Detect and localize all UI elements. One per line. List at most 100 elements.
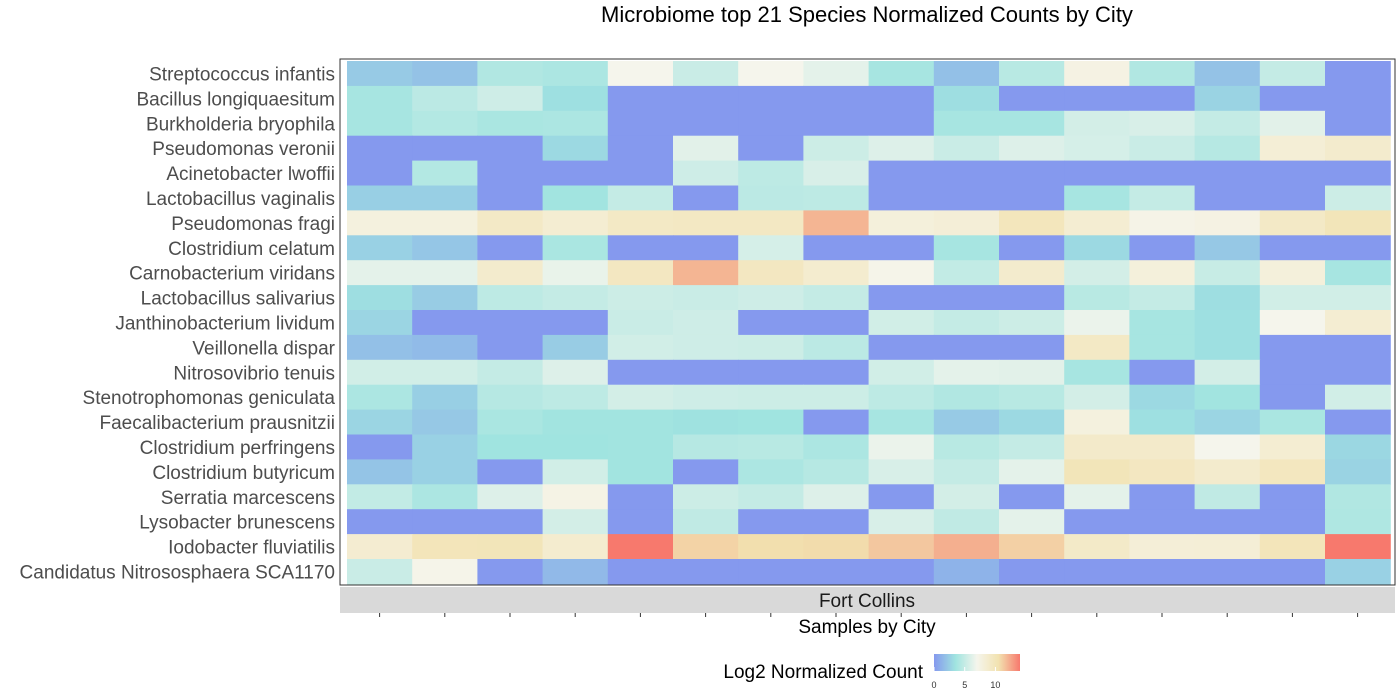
heatmap-cell (803, 359, 870, 386)
heatmap-cell (477, 260, 544, 286)
row-label: Carnobacterium viridans (129, 264, 335, 285)
heatmap-cell (868, 285, 935, 311)
heatmap-cell (347, 434, 413, 460)
heatmap-cell (477, 310, 544, 336)
heatmap-cell (477, 334, 544, 361)
heatmap-cell (1064, 409, 1130, 436)
heatmap-cell (1259, 334, 1326, 361)
heatmap-cell (477, 409, 544, 436)
heatmap-cell (607, 110, 674, 137)
heatmap-cell (868, 384, 935, 411)
row-label: Janthinobacterium lividum (115, 313, 335, 334)
heatmap-cell (999, 484, 1065, 510)
heatmap-cell (738, 235, 804, 261)
heatmap-cell (347, 459, 413, 485)
heatmap-cell (1194, 185, 1261, 211)
heatmap-cell (412, 359, 478, 386)
heatmap-cell (1325, 110, 1391, 137)
heatmap-cell (347, 384, 413, 411)
heatmap-cell (412, 260, 478, 286)
heatmap-cell (477, 509, 544, 535)
heatmap-cell (868, 509, 935, 535)
heatmap-cell (673, 235, 739, 261)
heatmap-cell (1325, 459, 1391, 485)
heatmap-cell (1064, 334, 1130, 361)
heatmap-cell (933, 409, 1000, 436)
heatmap-cell (1194, 384, 1261, 411)
heatmap-cell (738, 334, 804, 361)
heatmap-cell (477, 534, 544, 560)
legend-tick-label: 0 (931, 680, 936, 690)
heatmap-cell (477, 85, 544, 112)
heatmap-cell (1129, 509, 1196, 535)
heatmap-cell (1129, 409, 1196, 436)
heatmap-cell (1194, 534, 1261, 560)
heatmap-cell (1325, 484, 1391, 510)
heatmap-cell (1194, 459, 1261, 485)
heatmap-cell (999, 210, 1065, 236)
heatmap-cell (933, 285, 1000, 311)
row-label: Nitrosovibrio tenuis (173, 363, 335, 384)
legend-tick-label: 10 (990, 680, 1000, 690)
heatmap-cell (673, 334, 739, 361)
heatmap-cell (412, 334, 478, 361)
heatmap-cell (1129, 61, 1196, 87)
row-label: Serratia marcescens (161, 488, 335, 509)
heatmap-cell (607, 559, 674, 585)
heatmap-cell (412, 310, 478, 336)
heatmap-cell (347, 85, 413, 112)
heatmap-cell (1129, 285, 1196, 311)
heatmap-cell (1325, 61, 1391, 87)
heatmap-cell (868, 85, 935, 112)
heatmap-cell (803, 484, 870, 510)
heatmap-cell (412, 559, 478, 585)
heatmap-cell (1325, 509, 1391, 535)
x-axis-ticks (379, 613, 1359, 617)
heatmap-cell (477, 384, 544, 411)
heatmap-cell (1194, 359, 1261, 386)
heatmap-cell (738, 260, 804, 286)
heatmap-cell (673, 434, 739, 460)
heatmap-cell (1129, 160, 1196, 187)
heatmap-cell (1129, 434, 1196, 460)
heatmap-cell (1064, 384, 1130, 411)
heatmap-cell (868, 409, 935, 436)
heatmap-cell (803, 285, 870, 311)
heatmap-cell (607, 459, 674, 485)
heatmap-cell (542, 285, 609, 311)
heatmap-cell (1259, 409, 1326, 436)
heatmap-cell (1129, 185, 1196, 211)
heatmap-cell (1129, 135, 1196, 162)
heatmap-cell (933, 135, 1000, 162)
heatmap-cell (673, 559, 739, 585)
heatmap-cell (868, 260, 935, 286)
heatmap-cell (933, 484, 1000, 510)
heatmap-cell (999, 260, 1065, 286)
heatmap-cell (1064, 160, 1130, 187)
heatmap-cell (933, 534, 1000, 560)
heatmap-cell (933, 160, 1000, 187)
heatmap-cell (1194, 310, 1261, 336)
heatmap-cell (673, 359, 739, 386)
heatmap-cell (933, 110, 1000, 137)
heatmap-cell (868, 135, 935, 162)
heatmap-cell (803, 135, 870, 162)
heatmap-cell (868, 359, 935, 386)
heatmap-cell (803, 310, 870, 336)
heatmap-cell (1194, 235, 1261, 261)
heatmap-cell (542, 509, 609, 535)
heatmap-cell (999, 235, 1065, 261)
heatmap-cell (738, 210, 804, 236)
heatmap-cell (933, 310, 1000, 336)
heatmap-cell (673, 61, 739, 87)
legend-ticks: 0 5 10 (931, 667, 1000, 690)
heatmap-cell (1325, 135, 1391, 162)
heatmap-cell (868, 235, 935, 261)
heatmap-cell (803, 534, 870, 560)
heatmap-cell (347, 185, 413, 211)
heatmap-cell (607, 61, 674, 87)
heatmap-cell (673, 160, 739, 187)
heatmap-cell (347, 235, 413, 261)
heatmap-cell (999, 334, 1065, 361)
heatmap-cell (542, 61, 609, 87)
